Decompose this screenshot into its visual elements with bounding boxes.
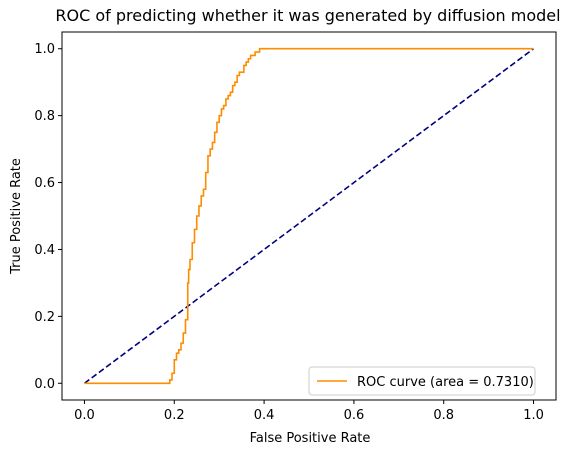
x-tick-label: 1.0 (523, 408, 544, 423)
y-tick-label: 0.6 (34, 176, 55, 191)
y-tick-label: 0.4 (34, 243, 55, 258)
y-tick-label: 1.0 (34, 42, 55, 57)
y-tick-label: 0.0 (34, 377, 55, 392)
plot-area (61, 31, 557, 401)
x-tick-label: 0.0 (74, 408, 95, 423)
legend-label-roc: ROC curve (area = 0.7310) (357, 375, 534, 390)
x-axis-title: False Positive Rate (250, 431, 371, 446)
x-tick-label: 0.8 (433, 408, 454, 423)
x-tick-label: 0.2 (164, 408, 185, 423)
roc-curve-line (84, 47, 534, 385)
legend: ROC curve (area = 0.7310) (308, 366, 536, 396)
chart-title: ROC of predicting whether it was generat… (55, 6, 560, 25)
y-tick-label: 0.2 (34, 310, 55, 325)
y-axis: 0.0 0.2 0.4 0.6 0.8 1.0 (34, 42, 62, 392)
y-axis-title: True Positive Rate (9, 158, 24, 275)
x-axis: 0.0 0.2 0.4 0.6 0.8 1.0 (74, 400, 544, 423)
x-tick-label: 0.4 (254, 408, 275, 423)
series-layer (83, 47, 535, 385)
y-tick-label: 0.8 (34, 109, 55, 124)
plot-frame (61, 31, 557, 401)
diagonal-reference-line (83, 48, 535, 384)
x-tick-label: 0.6 (344, 408, 365, 423)
legend-box (308, 366, 536, 396)
